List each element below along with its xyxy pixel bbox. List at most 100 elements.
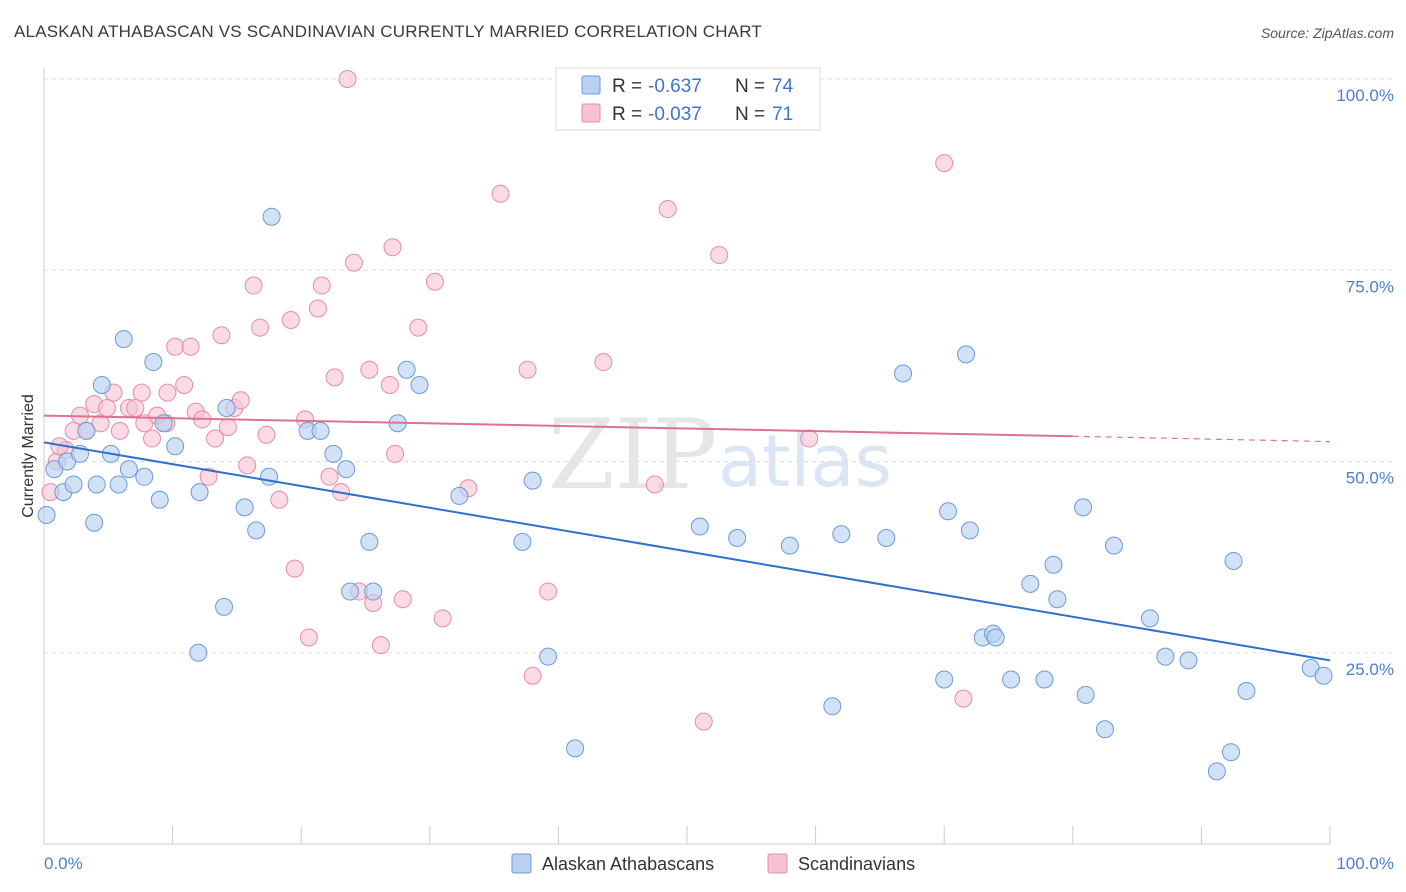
alaskan-athabascans-point-19	[189, 643, 208, 662]
scandinavians-point-68	[935, 154, 954, 173]
alaskan-athabascans-point-49	[935, 670, 954, 689]
scandinavians-point-19	[166, 337, 185, 356]
scandinavians-point-52	[386, 444, 405, 463]
scandinavians-point-15	[143, 429, 162, 448]
scandinavians-point-40	[312, 276, 331, 295]
alaskan-athabascans-point-52	[960, 521, 979, 540]
scandinavians-point-61	[539, 582, 558, 601]
scandinavians-point-39	[308, 299, 327, 318]
alaskan-athabascans-point-60	[1048, 590, 1067, 609]
alaskan-athabascans-point-30	[337, 460, 356, 479]
alaskan-athabascans-point-6	[77, 421, 96, 440]
scandinavians-point-26	[212, 326, 231, 345]
scandinavians-point-10	[110, 421, 129, 440]
scandinavians-point-59	[518, 360, 537, 379]
scandinavians-point-60	[523, 666, 542, 685]
scandinavians-point-50	[380, 376, 399, 394]
alaskan-athabascans-point-18	[166, 437, 185, 456]
alaskan-athabascans-point-7	[85, 513, 104, 532]
alaskan-athabascans-point-37	[450, 486, 469, 505]
scandinavians-point-67	[800, 429, 819, 448]
alaskan-athabascans-point-13	[119, 460, 138, 479]
alaskan-athabascans-point-0	[37, 506, 56, 525]
x-tick-label-max: 100.0%	[1336, 854, 1394, 873]
series-legend: Alaskan Athabascans Scandinavians	[511, 853, 915, 874]
alaskan-athabascans-point-14	[135, 467, 154, 486]
alaskan-athabascans-trend-line	[43, 441, 1331, 662]
scandinavians-point-33	[257, 425, 276, 444]
scandinavians-point-45	[344, 253, 363, 272]
alaskan-athabascans-point-38	[513, 532, 532, 551]
legend-pink-r-label: R =	[612, 104, 642, 125]
alaskan-athabascans-point-31	[341, 582, 360, 601]
scandinavians-point-30	[238, 456, 257, 475]
alaskan-athabascans-point-64	[1104, 536, 1123, 555]
scandinavians-point-42	[325, 368, 344, 387]
scandinavians-trend-line	[43, 414, 1073, 438]
scandinavians-point-56	[433, 609, 452, 628]
scandinavians-point-53	[393, 590, 412, 609]
alaskan-athabascans-point-43	[728, 529, 747, 547]
alaskan-athabascans-point-21	[215, 597, 234, 616]
watermark-zip: ZIP	[548, 399, 717, 511]
scandinavians-point-65	[694, 712, 713, 731]
alaskan-athabascans-point-16	[150, 490, 169, 509]
alaskan-athabascans-point-63	[1095, 720, 1114, 739]
scandinavians-point-55	[425, 272, 444, 291]
chart-title: ALASKAN ATHABASCAN VS SCANDINAVIAN CURRE…	[14, 22, 762, 41]
alaskan-athabascans-point-28	[311, 421, 330, 440]
alaskan-athabascans-point-69	[1221, 743, 1240, 762]
alaskan-athabascans-point-71	[1237, 682, 1256, 700]
scandinavians-point-29	[231, 391, 250, 410]
alaskan-athabascans-point-41	[566, 739, 585, 758]
scandinavians-point-63	[645, 475, 664, 494]
alaskan-athabascans-point-22	[217, 398, 236, 417]
alaskan-athabascans-point-33	[364, 582, 383, 601]
scandinavians-point-62	[594, 353, 613, 372]
alaskan-athabascans-point-57	[1021, 574, 1040, 593]
scandinavians-point-54	[409, 318, 428, 337]
alaskan-athabascans-point-26	[262, 207, 281, 226]
alaskan-athabascans-point-58	[1035, 670, 1054, 689]
alaskan-athabascans-point-44	[780, 536, 799, 555]
series-legend-pink-label: Scandinavians	[798, 854, 915, 874]
y-axis-label: Currently Married	[20, 394, 37, 518]
y-axis-tick-labels: 25.0% 50.0% 75.0% 100.0%	[1336, 86, 1394, 679]
scandinavians-point-47	[360, 360, 379, 379]
alaskan-athabascans-point-65	[1140, 609, 1159, 628]
scandinavians-point-8	[98, 398, 117, 417]
trend-lines	[43, 414, 1331, 662]
series-legend-swatch-pink	[767, 853, 788, 874]
series-legend-swatch-blue	[511, 853, 532, 874]
series-legend-blue-label: Alaskan Athabascans	[542, 854, 714, 874]
y-tick-label-25: 25.0%	[1346, 660, 1394, 679]
alaskan-athabascans-point-46	[832, 525, 851, 544]
alaskan-athabascans-point-36	[410, 376, 429, 394]
alaskan-athabascans-point-50	[939, 502, 958, 521]
alaskan-athabascans-point-55	[986, 628, 1005, 647]
scandinavians-point-49	[371, 636, 390, 655]
gridlines	[44, 78, 1394, 654]
alaskan-athabascans-point-61	[1074, 498, 1093, 517]
alaskan-athabascans-point-68	[1207, 762, 1226, 781]
scandinavians-point-34	[270, 490, 289, 509]
scandinavians-point-38	[299, 628, 318, 647]
scandinavians-point-36	[285, 559, 304, 578]
legend-blue-n-label: N =	[735, 76, 765, 97]
scandinavians-point-35	[281, 310, 300, 329]
scandinavians-point-66	[710, 245, 729, 264]
alaskan-athabascans-point-48	[894, 364, 913, 383]
y-tick-label-50: 50.0%	[1346, 469, 1394, 488]
scandinavians-trend-line-extension	[1072, 435, 1331, 443]
scandinavians-point-7	[91, 414, 110, 433]
alaskan-athabascans-point-67	[1179, 651, 1198, 670]
alaskan-athabascans-point-12	[114, 330, 133, 349]
alaskan-athabascans-point-15	[144, 353, 163, 372]
scandinavians-point-20	[175, 376, 194, 394]
alaskan-athabascans-point-25	[260, 467, 279, 486]
legend-swatch-pink	[581, 103, 601, 123]
alaskan-athabascans-point-62	[1076, 685, 1095, 704]
y-tick-label-100: 100.0%	[1336, 86, 1394, 105]
alaskan-athabascans-point-35	[397, 360, 416, 379]
